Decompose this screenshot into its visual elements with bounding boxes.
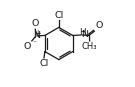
Text: ⁻: ⁻ bbox=[32, 38, 36, 47]
Text: O: O bbox=[23, 42, 31, 51]
Text: H: H bbox=[79, 28, 86, 37]
Text: O: O bbox=[32, 19, 39, 28]
Text: +: + bbox=[35, 29, 41, 38]
Text: Cl: Cl bbox=[39, 59, 49, 68]
Text: N: N bbox=[33, 31, 40, 40]
Text: Cl: Cl bbox=[54, 11, 63, 20]
Text: N: N bbox=[81, 30, 88, 39]
Text: O: O bbox=[95, 21, 102, 30]
Text: CH₃: CH₃ bbox=[82, 42, 97, 51]
